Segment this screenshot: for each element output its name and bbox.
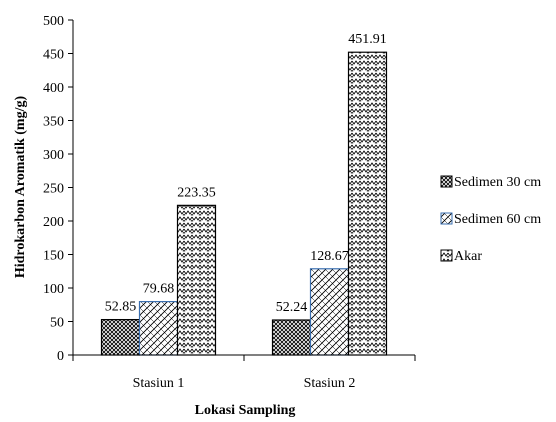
y-tick-label: 450: [43, 48, 64, 63]
legend-label: Sedimen 60 cm: [454, 212, 541, 227]
data-label: 52.24: [276, 300, 308, 315]
data-label: 223.35: [177, 185, 216, 200]
x-category-label: Stasiun 1: [133, 376, 185, 391]
legend-label: Akar: [454, 249, 482, 264]
data-label: 79.68: [143, 282, 175, 297]
y-tick-label: 150: [43, 249, 64, 264]
legend: Sedimen 30 cm Sedimen 60 cm Akar: [440, 175, 541, 264]
data-label: 451.91: [348, 32, 387, 47]
y-tick-label: 400: [43, 81, 64, 96]
bar: [309, 268, 350, 356]
y-tick-label: 50: [50, 316, 64, 331]
y-tick-label: 300: [43, 148, 64, 163]
legend-swatch: [440, 212, 453, 225]
bar: [100, 318, 141, 356]
data-label: 128.67: [310, 249, 349, 264]
y-axis: 0 50 100 150 200 250 300 350 400 450 500: [43, 14, 74, 364]
bars: 52.85 79.68 223.35 52.24 128.67 451.91: [100, 32, 388, 356]
y-tick-label: 100: [43, 282, 64, 297]
bar: [347, 51, 388, 356]
legend-swatch: [440, 249, 453, 262]
y-tick-label: 250: [43, 182, 64, 197]
y-tick-label: 350: [43, 115, 64, 130]
x-axis: Stasiun 1 Stasiun 2: [72, 354, 416, 391]
bar: [271, 319, 312, 356]
x-category-label: Stasiun 2: [304, 376, 356, 391]
x-axis-title: Lokasi Sampling: [195, 403, 296, 418]
legend-swatch: [440, 175, 453, 188]
legend-label: Sedimen 30 cm: [454, 175, 541, 190]
y-tick-label: 0: [57, 349, 64, 364]
bar: [176, 204, 217, 356]
y-tick-label: 200: [43, 215, 64, 230]
y-tick-label: 500: [43, 14, 64, 29]
bar: [138, 301, 179, 356]
y-axis-title: Hidrokarbon Aromatik (mg/g): [13, 96, 28, 279]
data-label: 52.85: [105, 300, 137, 315]
